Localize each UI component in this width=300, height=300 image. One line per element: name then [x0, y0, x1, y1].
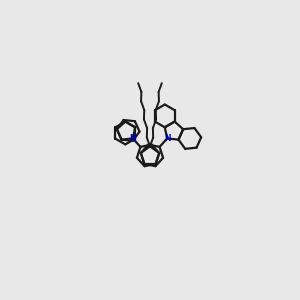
- Text: N: N: [130, 134, 136, 143]
- Text: N: N: [164, 134, 170, 143]
